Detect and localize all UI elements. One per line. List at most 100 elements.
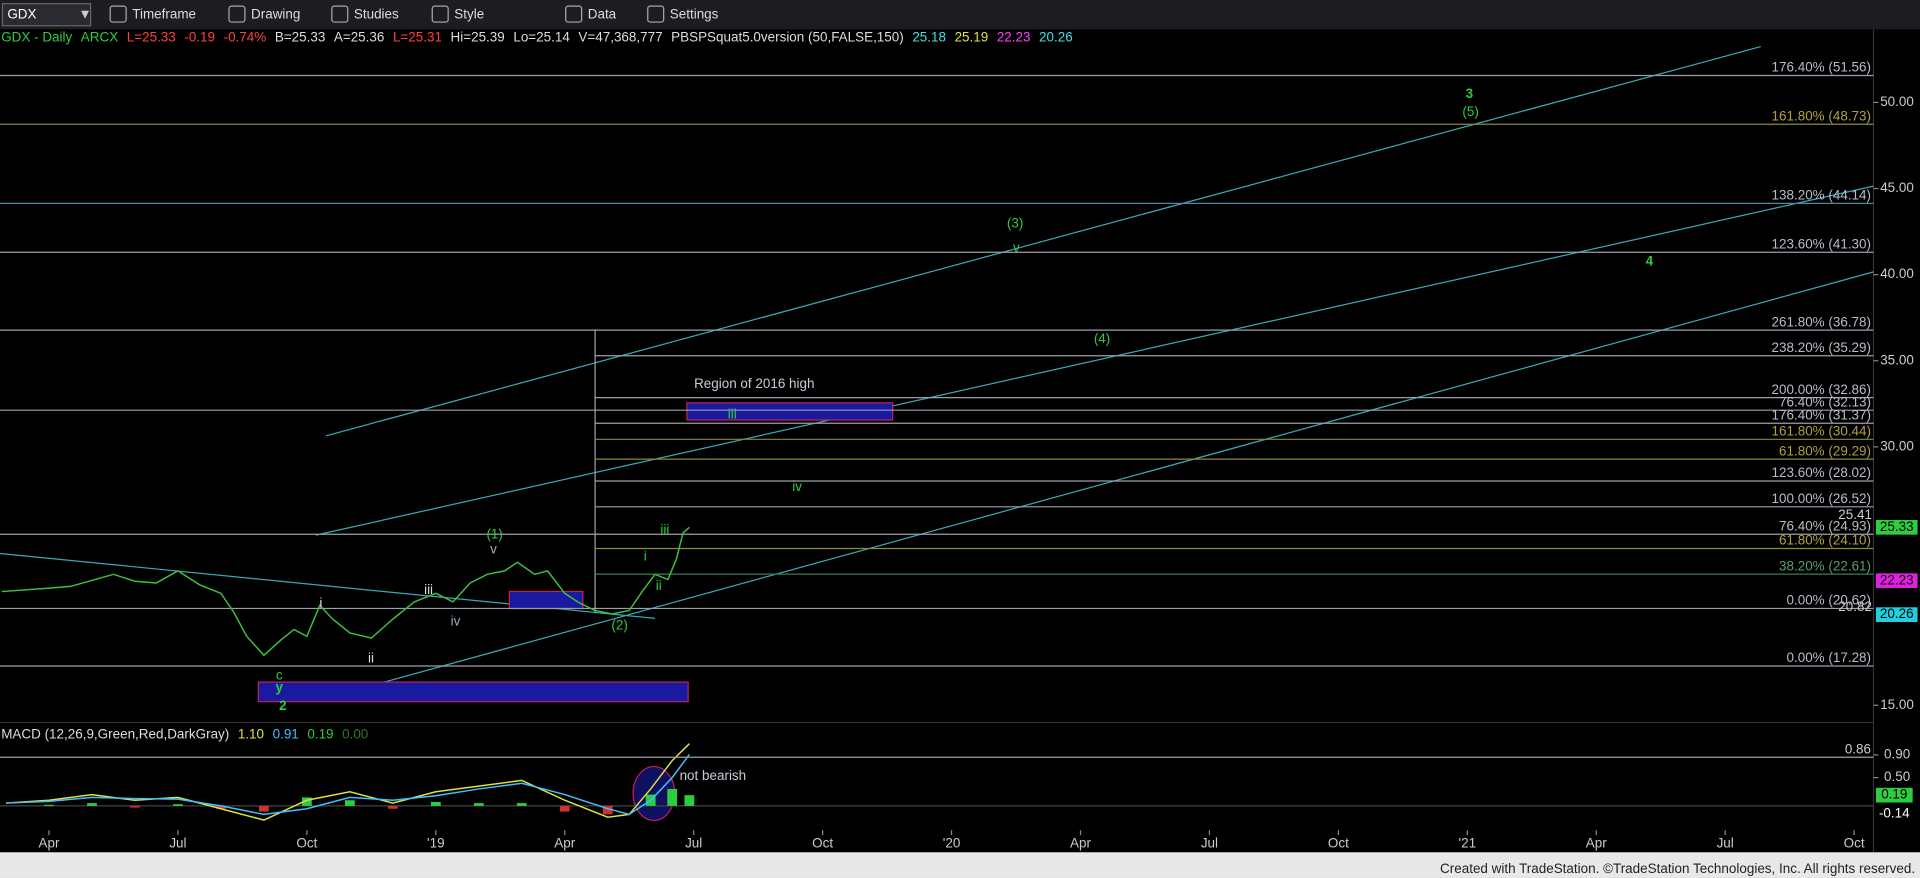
zone bbox=[686, 402, 894, 421]
button-icon bbox=[647, 5, 665, 23]
y-tick-label: 45.00 bbox=[1880, 180, 1914, 195]
header-item: Hi=25.39 bbox=[451, 30, 505, 45]
symbol: GDX bbox=[7, 6, 36, 21]
channel-line bbox=[325, 45, 1761, 437]
histogram-bar bbox=[684, 795, 695, 806]
level-label: 123.60% (28.02) bbox=[1772, 465, 1871, 480]
y-tick-label: 0.50 bbox=[1884, 769, 1910, 784]
header-item: Lo=25.14 bbox=[513, 30, 570, 45]
header-item: 0.91 bbox=[273, 726, 299, 741]
button-icon bbox=[431, 5, 449, 23]
wave-label: 3 bbox=[1466, 86, 1473, 101]
histogram-bar bbox=[301, 797, 312, 806]
x-tick-label: Oct bbox=[296, 835, 317, 850]
macd-line bbox=[5, 753, 690, 816]
header-item: 20.26 bbox=[1039, 30, 1073, 45]
level-label: 0.86 bbox=[1845, 741, 1871, 756]
x-tick-label: Apr bbox=[39, 835, 60, 850]
histogram-bar bbox=[516, 803, 527, 806]
histogram-bar bbox=[430, 801, 441, 806]
x-tick-label: Jul bbox=[169, 835, 186, 850]
zone bbox=[257, 681, 689, 703]
y-tick-label: 0.90 bbox=[1884, 747, 1910, 762]
level-label: 261.80% (36.78) bbox=[1772, 314, 1871, 329]
macd-note: not bearish bbox=[680, 768, 747, 783]
level-label: 161.80% (30.44) bbox=[1772, 424, 1871, 439]
header-item: ARCX bbox=[81, 30, 118, 45]
header-item: V=47,368,777 bbox=[578, 30, 662, 45]
header-item: -0.19 bbox=[184, 30, 215, 45]
x-tick-label: '20 bbox=[943, 835, 961, 850]
level-label: 138.20% (44.14) bbox=[1772, 188, 1871, 203]
y-tick-label: 40.00 bbox=[1880, 266, 1914, 281]
header-item: 22.23 bbox=[997, 30, 1031, 45]
toolbar-button[interactable]: Style bbox=[454, 6, 484, 21]
level-label: 176.40% (51.56) bbox=[1772, 60, 1871, 75]
toolbar-button[interactable]: Settings bbox=[670, 6, 719, 21]
histogram-bar bbox=[667, 788, 678, 806]
symbol-box[interactable] bbox=[1, 3, 92, 27]
wave-label: iv bbox=[792, 479, 802, 494]
macd-badge-label: 0.19 bbox=[1881, 787, 1907, 802]
channel-line bbox=[315, 185, 1874, 536]
level-label: 200.00% (32.86) bbox=[1772, 382, 1871, 397]
macd-badge bbox=[1875, 806, 1913, 822]
header-item: MACD (12,26,9,Green,Red,DarkGray) bbox=[1, 726, 229, 741]
toolbar-button[interactable]: Data bbox=[588, 6, 617, 21]
wave-label: Region of 2016 high bbox=[694, 376, 814, 391]
wave-label: iii bbox=[728, 407, 737, 422]
wave-label: v bbox=[490, 541, 497, 556]
y-tick-label: 30.00 bbox=[1880, 438, 1914, 453]
macd-badge bbox=[1875, 787, 1913, 803]
level-label: 238.20% (35.29) bbox=[1772, 340, 1871, 355]
x-tick-label: Apr bbox=[1070, 835, 1091, 850]
toolbar-button[interactable]: Studies bbox=[354, 6, 399, 21]
header-item: A=25.36 bbox=[334, 30, 385, 45]
level-label: 100.00% (26.52) bbox=[1772, 491, 1871, 506]
wave-label: iii bbox=[660, 522, 669, 537]
level-label: 0.00% (17.28) bbox=[1787, 650, 1872, 665]
wave-label: i bbox=[319, 595, 322, 610]
level-label: 0.00% (20.62) bbox=[1787, 593, 1872, 608]
histogram-bar bbox=[173, 804, 183, 806]
header-item: GDX - Daily bbox=[1, 30, 72, 45]
histogram-bar bbox=[473, 803, 484, 806]
button-icon bbox=[331, 5, 349, 23]
wave-label: 2 bbox=[279, 698, 286, 713]
wave-label: i bbox=[644, 549, 647, 564]
toolbar-button[interactable]: Timeframe bbox=[132, 6, 196, 21]
toolbar bbox=[0, 0, 1920, 30]
x-tick-label: '21 bbox=[1459, 835, 1477, 850]
x-tick-label: Apr bbox=[1586, 835, 1607, 850]
level-label: 76.40% (32.13) bbox=[1779, 394, 1871, 409]
level-label: 61.80% (29.29) bbox=[1779, 443, 1871, 458]
x-tick-label: Oct bbox=[1328, 835, 1349, 850]
x-tick-label: Jul bbox=[1201, 835, 1218, 850]
header-item: -0.74% bbox=[224, 30, 267, 45]
price-line bbox=[1, 526, 690, 657]
wave-label: iii bbox=[424, 582, 433, 597]
wave-label: ii bbox=[368, 650, 374, 665]
level-label: 161.80% (48.73) bbox=[1772, 108, 1871, 123]
price-badge-label: 20.26 bbox=[1880, 606, 1914, 621]
level-label: 76.40% (24.93) bbox=[1779, 518, 1871, 533]
button-icon bbox=[565, 5, 583, 23]
histogram-bar bbox=[559, 805, 570, 812]
level-label: 176.40% (31.37) bbox=[1772, 407, 1871, 422]
wave-label: 20.82 bbox=[1838, 599, 1872, 614]
histogram-bar bbox=[130, 805, 140, 808]
histogram-bar bbox=[602, 805, 613, 815]
x-tick-label: Jul bbox=[1717, 835, 1734, 850]
x-tick-label: Oct bbox=[1844, 835, 1865, 850]
y-tick-label: 50.00 bbox=[1880, 94, 1914, 109]
button-icon bbox=[109, 5, 127, 23]
header-item: PBSPSquat5.0version (50,FALSE,150) bbox=[671, 30, 904, 45]
zone bbox=[508, 590, 584, 610]
histogram-bar bbox=[87, 803, 97, 806]
header-item: 0.19 bbox=[307, 726, 333, 741]
dropdown-arrow: ▼ bbox=[78, 6, 91, 21]
toolbar-button[interactable]: Drawing bbox=[251, 6, 300, 21]
level-label: 123.60% (41.30) bbox=[1772, 236, 1871, 251]
price-badge bbox=[1875, 607, 1918, 622]
wave-label: ii bbox=[656, 578, 662, 593]
